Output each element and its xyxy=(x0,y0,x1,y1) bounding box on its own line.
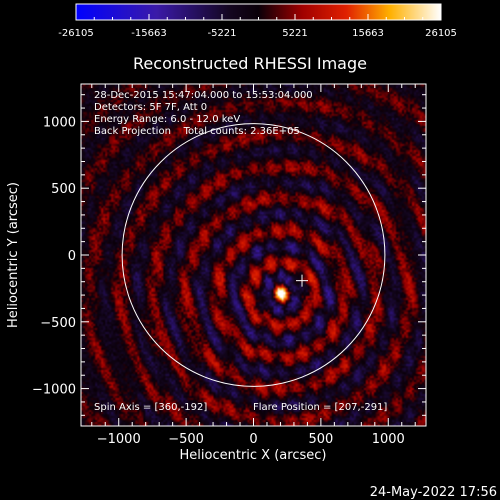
y-tick-label: −1000 xyxy=(32,383,76,398)
solar-limb-circle xyxy=(121,123,386,387)
colorbar-tick-label: -26105 xyxy=(58,28,93,39)
annotation-flare-position: Flare Position = [207,-291] xyxy=(253,402,387,413)
y-axis-label: Heliocentric Y (arcsec) xyxy=(6,182,21,328)
colorbar-tick-labels: -26105 -15663 -5221 5221 15663 26105 xyxy=(58,28,457,39)
colorbar-tick-label: -15663 xyxy=(131,28,166,39)
x-tick-label: 1000 xyxy=(372,432,405,447)
x-tick-label: 0 xyxy=(249,432,257,447)
annotation-time-range: 28-Dec-2015 15:47:04.000 to 15:53:04.000 xyxy=(94,90,313,101)
x-tick-label: −500 xyxy=(168,432,204,447)
x-tick-label: 500 xyxy=(308,432,333,447)
footer-timestamp: 24-May-2022 17:56 xyxy=(370,485,497,500)
spin-axis-crosshair xyxy=(296,274,309,287)
backprojection-fringes xyxy=(81,84,426,426)
x-tick-labels: −1000 −500 0 500 1000 xyxy=(97,432,405,447)
x-axis-label: Heliocentric X (arcsec) xyxy=(180,448,327,463)
y-tick-label: 0 xyxy=(68,249,76,264)
plot-title: Reconstructed RHESSI Image xyxy=(133,54,367,73)
colorbar-tick-label: -5221 xyxy=(207,28,236,39)
heatmap-image xyxy=(81,84,426,426)
colorbar-tick-label: 26105 xyxy=(425,28,457,39)
annotation-method-counts: Back Projection Total counts: 2.36E+05 xyxy=(94,126,300,137)
y-tick-label: −500 xyxy=(40,316,76,331)
colorbar-tick-label: 15663 xyxy=(352,28,384,39)
colorbar-ticks xyxy=(75,14,442,20)
y-tick-label: 1000 xyxy=(43,115,76,130)
annotation-spin-axis: Spin Axis = [360,-192] xyxy=(94,402,207,413)
annotation-detectors: Detectors: 5F 7F, Att 0 xyxy=(94,102,207,113)
annotation-energy-range: Energy Range: 6.0 - 12.0 keV xyxy=(94,114,240,125)
x-tick-label: −1000 xyxy=(97,432,141,447)
y-tick-label: 500 xyxy=(51,182,76,197)
y-tick-labels: −1000 −500 0 500 1000 xyxy=(32,115,76,397)
axis-ticks xyxy=(81,84,426,426)
colorbar-tick-label: 5221 xyxy=(282,28,307,39)
